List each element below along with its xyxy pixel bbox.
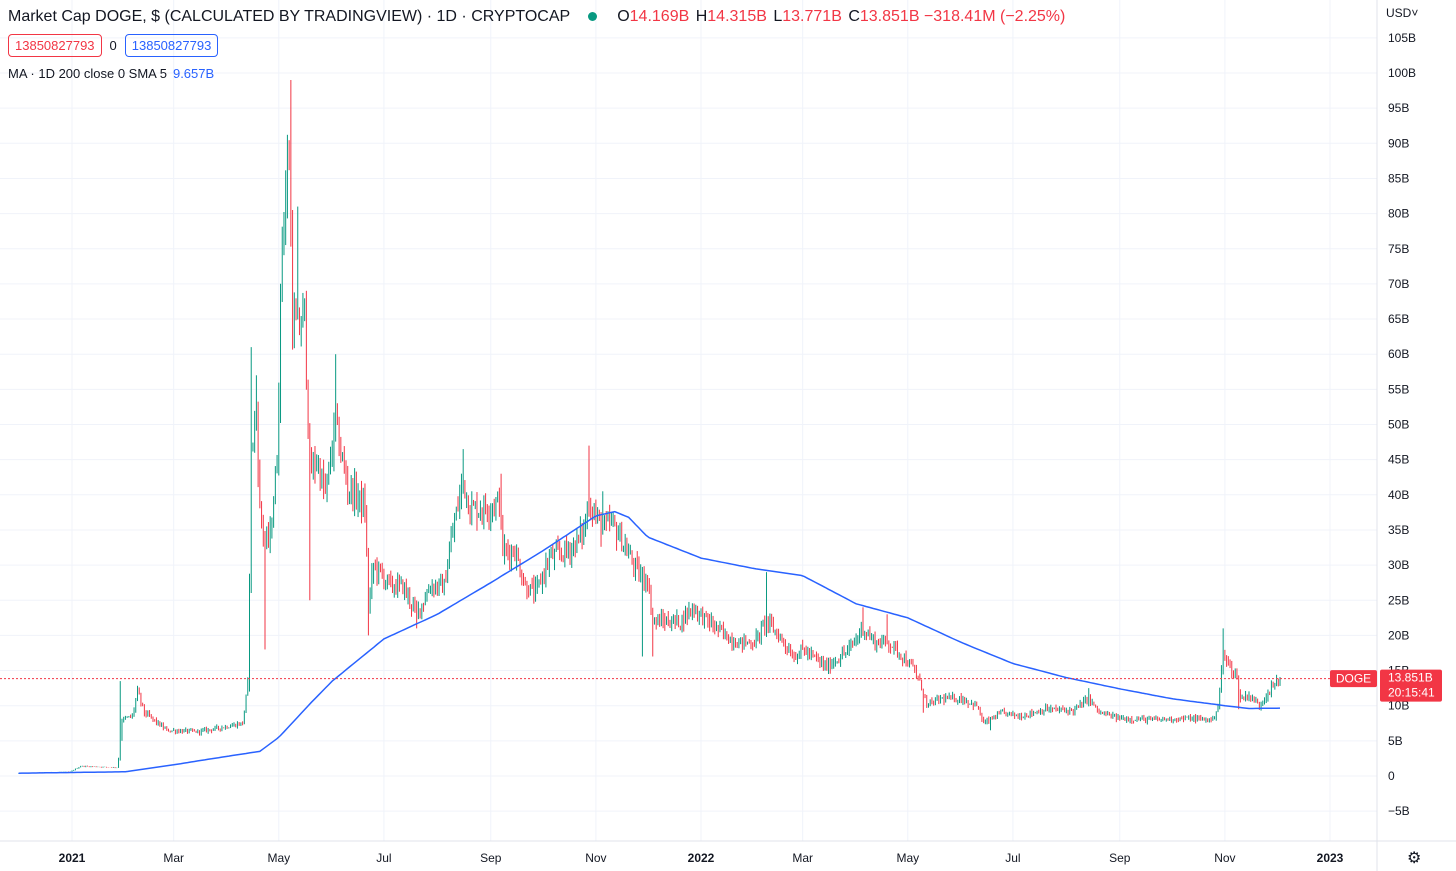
currency-selector[interactable]: USD˅ bbox=[1386, 6, 1418, 20]
open-value: 14.169B bbox=[629, 8, 690, 25]
y-tick-label: 25B bbox=[1388, 593, 1409, 607]
y-tick-label: 5B bbox=[1388, 734, 1403, 748]
symbol-tag-label: DOGE bbox=[1336, 672, 1371, 686]
y-tick-label: 70B bbox=[1388, 277, 1409, 291]
x-tick-label: Nov bbox=[1214, 851, 1235, 865]
y-tick-label: 30B bbox=[1388, 558, 1409, 572]
y-tick-label: 60B bbox=[1388, 347, 1409, 361]
close-label: C bbox=[848, 8, 860, 25]
y-tick-label: −5B bbox=[1388, 804, 1410, 818]
y-tick-label: 35B bbox=[1388, 523, 1409, 537]
y-tick-label: 10B bbox=[1388, 699, 1409, 713]
gear-icon[interactable]: ⚙ bbox=[1407, 850, 1422, 867]
y-tick-label: 50B bbox=[1388, 418, 1409, 432]
x-tick-label: 2023 bbox=[1317, 851, 1344, 865]
open-label: O bbox=[617, 8, 630, 25]
last-price-tag: DOGE 13.851B 20:15:41 bbox=[1330, 669, 1442, 702]
chart-legend-title[interactable]: Market Cap DOGE, $ (CALCULATED BY TRADIN… bbox=[8, 8, 1065, 26]
change-value: −318.41M (−2.25%) bbox=[923, 8, 1066, 25]
time-axis[interactable]: 2021 Mar May Jul Sep Nov 2022 Mar May Jul Sep Nov 20… bbox=[59, 851, 1344, 865]
study-inputs: 13850827793 0 13850827793 bbox=[8, 34, 219, 57]
x-tick-label: Mar bbox=[163, 851, 184, 865]
y-tick-label: 0 bbox=[1388, 769, 1395, 783]
x-tick-label: May bbox=[267, 851, 290, 865]
value-box-blue[interactable]: 13850827793 bbox=[124, 34, 219, 57]
x-tick-label: Sep bbox=[1109, 851, 1131, 865]
price-tag-countdown: 20:15:41 bbox=[1388, 686, 1435, 700]
close-value: 13.851B bbox=[859, 8, 920, 25]
chevron-down-icon: ˅ bbox=[1411, 6, 1419, 20]
price-tag-value: 13.851B bbox=[1388, 671, 1433, 685]
candles bbox=[18, 80, 1281, 774]
x-tick-label: 2022 bbox=[688, 851, 715, 865]
ma-value: 9.657B bbox=[172, 66, 215, 81]
ma-label: MA · 1D 200 close 0 SMA 5 bbox=[8, 66, 167, 81]
y-tick-label: 95B bbox=[1388, 101, 1409, 115]
symbol-tag bbox=[1330, 670, 1377, 688]
x-tick-label: Mar bbox=[792, 851, 813, 865]
low-value: 13.771B bbox=[782, 8, 842, 25]
y-tick-label: 80B bbox=[1388, 207, 1409, 221]
price-tag bbox=[1380, 669, 1442, 702]
y-tick-label: 20B bbox=[1388, 628, 1409, 642]
x-tick-label: Sep bbox=[480, 851, 502, 865]
x-tick-label: Jul bbox=[376, 851, 391, 865]
x-tick-label: May bbox=[896, 851, 919, 865]
y-tick-label: 100B bbox=[1388, 66, 1416, 80]
y-tick-label: 85B bbox=[1388, 171, 1409, 185]
low-label: L bbox=[773, 8, 783, 25]
value-box-red[interactable]: 13850827793 bbox=[8, 34, 102, 57]
ma-line bbox=[18, 510, 1281, 774]
value-zero: 0 bbox=[109, 38, 117, 53]
y-tick-label: 40B bbox=[1388, 488, 1409, 502]
y-tick-label: 55B bbox=[1388, 382, 1409, 396]
y-tick-label: 90B bbox=[1388, 136, 1409, 150]
currency-label: USD bbox=[1386, 6, 1412, 20]
high-value: 14.315B bbox=[707, 8, 767, 25]
y-tick-label: 65B bbox=[1388, 312, 1409, 326]
grid bbox=[0, 0, 1377, 841]
market-status-icon bbox=[588, 11, 598, 21]
y-tick-label: 75B bbox=[1388, 242, 1409, 256]
price-axis[interactable]: −5B05B10B15B20B25B30B35B40B45B50B55B60B6… bbox=[1388, 31, 1416, 818]
x-tick-label: Nov bbox=[585, 851, 606, 865]
x-tick-label: Jul bbox=[1005, 851, 1020, 865]
ma-legend[interactable]: MA · 1D 200 close 0 SMA 5 9.657B bbox=[8, 66, 214, 81]
high-label: H bbox=[695, 8, 708, 25]
y-tick-label: 105B bbox=[1388, 31, 1416, 45]
symbol-title[interactable]: Market Cap DOGE, $ (CALCULATED BY TRADIN… bbox=[8, 8, 571, 25]
y-tick-label: 45B bbox=[1388, 453, 1409, 467]
x-tick-label: 2021 bbox=[59, 851, 86, 865]
